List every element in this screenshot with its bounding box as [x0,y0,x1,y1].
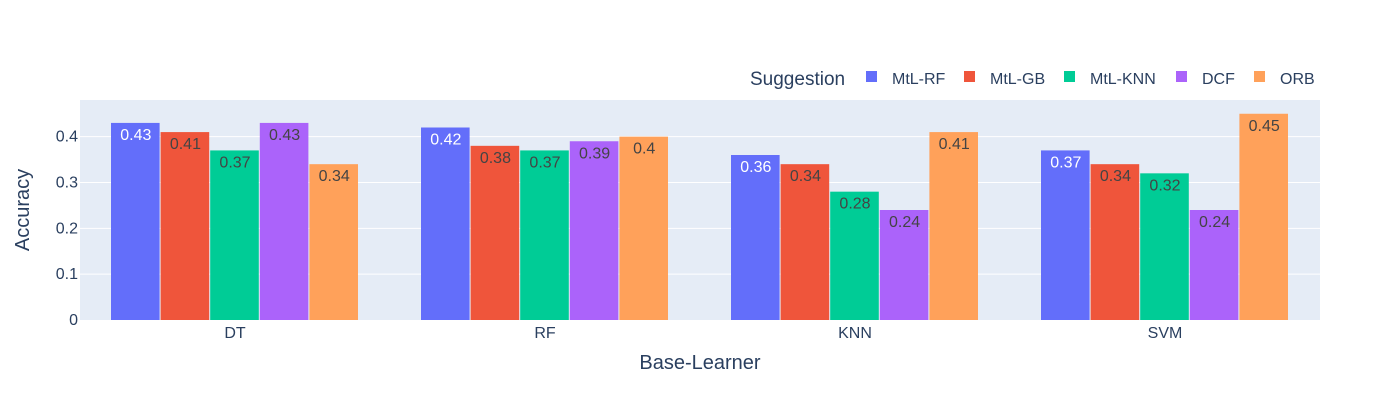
bar [780,164,830,320]
y-tick-label: 0.3 [56,175,78,192]
bar-data-label: 0.41 [170,136,201,153]
x-tick-label: RF [534,325,556,342]
bar [470,145,520,320]
x-tick-label: KNN [838,325,872,342]
bar-data-label: 0.43 [120,127,151,144]
bar [929,132,978,320]
bar [1140,173,1189,320]
y-axis-title: Accuracy [12,169,34,251]
bar [259,122,309,321]
legend-title: Suggestion [750,69,845,90]
bar [520,150,569,320]
legend-item-label: ORB [1280,71,1315,88]
legend-item-label: MtL-RF [892,71,946,88]
legend-item-label: MtL-KNN [1090,71,1156,88]
bar-data-label: 0.36 [740,159,771,176]
bar-labels: 0.43 0.41 0.37 0.43 0.34 0.42 0.38 0.37 0.39 0.4 0… [120,118,1280,231]
legend-swatch [964,71,975,82]
bar [731,155,780,320]
y-tick-label: 0 [69,312,78,329]
bar [1239,113,1288,320]
x-tick-label: DT [224,325,246,342]
bar [830,191,879,320]
bar-data-label: 0.43 [269,127,300,144]
bar-data-label: 0.37 [1050,154,1081,171]
bar-data-label: 0.37 [219,154,250,171]
legend-item-label: MtL-GB [990,71,1045,88]
bar-data-label: 0.4 [633,141,655,158]
bar [111,122,160,321]
legend: Suggestion MtL-RF MtL-GB MtL-KNN DCF ORB [750,69,1315,90]
bar [1090,164,1140,320]
bar-data-label: 0.24 [889,214,920,231]
x-axis-title: Base-Learner [639,352,761,374]
bar [210,150,259,320]
bar [160,132,210,320]
bar [569,141,619,320]
bar-data-label: 0.42 [430,132,461,149]
legend-swatch [866,71,877,82]
legend-item-label: DCF [1202,71,1235,88]
bar-data-label: 0.34 [1100,168,1131,185]
bar-data-label: 0.24 [1199,214,1230,231]
bar [879,210,929,320]
bar-data-label: 0.37 [529,154,560,171]
bar [619,136,668,320]
bar-data-label: 0.41 [939,136,970,153]
bar-data-label: 0.34 [319,168,350,185]
x-axis-ticks: DT RF KNN SVM [224,325,1182,342]
legend-swatch [1176,71,1187,82]
y-tick-label: 0.1 [56,266,78,283]
bars [111,113,1288,321]
bar [1189,210,1239,320]
bar-data-label: 0.39 [579,145,610,162]
bar [309,164,358,320]
bar-data-label: 0.32 [1149,177,1180,194]
y-axis-ticks: 0 0.1 0.2 0.3 0.4 [56,129,78,329]
legend-swatch [1064,71,1075,82]
y-tick-label: 0.2 [56,220,78,237]
bar-data-label: 0.38 [480,150,511,167]
bar-data-label: 0.34 [790,168,821,185]
bar-data-label: 0.45 [1249,118,1280,135]
bar [1041,150,1090,320]
y-tick-label: 0.4 [56,129,78,146]
x-tick-label: SVM [1148,325,1183,342]
bar-data-label: 0.28 [839,196,870,213]
legend-swatch [1254,71,1265,82]
bar [421,127,470,320]
